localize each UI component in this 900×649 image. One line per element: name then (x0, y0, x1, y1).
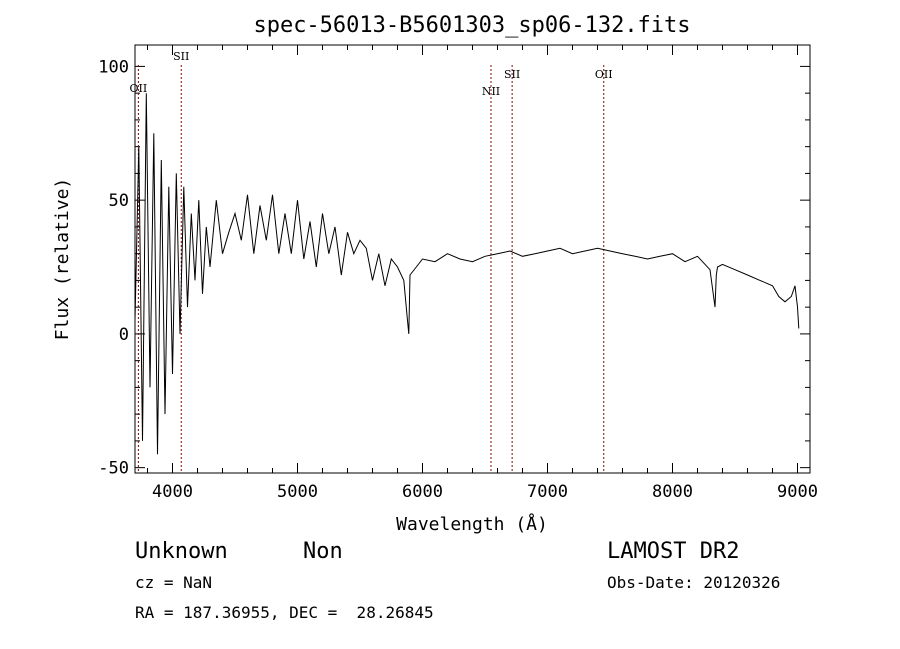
x-tick-label: 5000 (277, 482, 318, 502)
redshift-label: cz = NaN (135, 573, 213, 592)
y-tick-label: -50 (98, 459, 129, 479)
y-axis-label: Flux (relative) (52, 178, 73, 341)
x-tick-label: 7000 (527, 482, 568, 502)
x-tick-label: 4000 (152, 482, 193, 502)
spectrum-series (134, 93, 800, 455)
subclass-label: Non (303, 539, 343, 564)
line-marker-label: OII (595, 68, 613, 81)
class-label: Unknown (135, 539, 228, 564)
y-tick-label: 50 (109, 191, 129, 211)
y-tick-label: 0 (119, 325, 129, 345)
y-tick-label: 100 (98, 57, 129, 77)
x-tick-label: 8000 (652, 482, 693, 502)
chart-title: spec-56013-B5601303_sp06-132.fits (253, 13, 690, 38)
x-tick-label: 6000 (402, 482, 443, 502)
line-marker-label: SII (504, 68, 520, 81)
emission-line-markers: OII SII NII SII OII (130, 50, 613, 473)
survey-label: LAMOST DR2 (607, 539, 740, 564)
line-marker-label: OII (130, 82, 148, 95)
x-axis-label: Wavelength (Å) (396, 513, 548, 535)
line-marker-label: NII (482, 85, 500, 98)
plot-frame (134, 44, 811, 474)
obs-date-label: Obs-Date: 20120326 (607, 573, 781, 592)
axis-ticks: 4000 5000 6000 7000 8000 9000 -50 0 50 100 (98, 45, 818, 502)
x-tick-label: 9000 (777, 482, 818, 502)
line-marker-label: SII (173, 50, 189, 63)
spectrum-line (134, 93, 800, 455)
coordinates-label: RA = 187.36955, DEC = 28.26845 (135, 603, 434, 622)
